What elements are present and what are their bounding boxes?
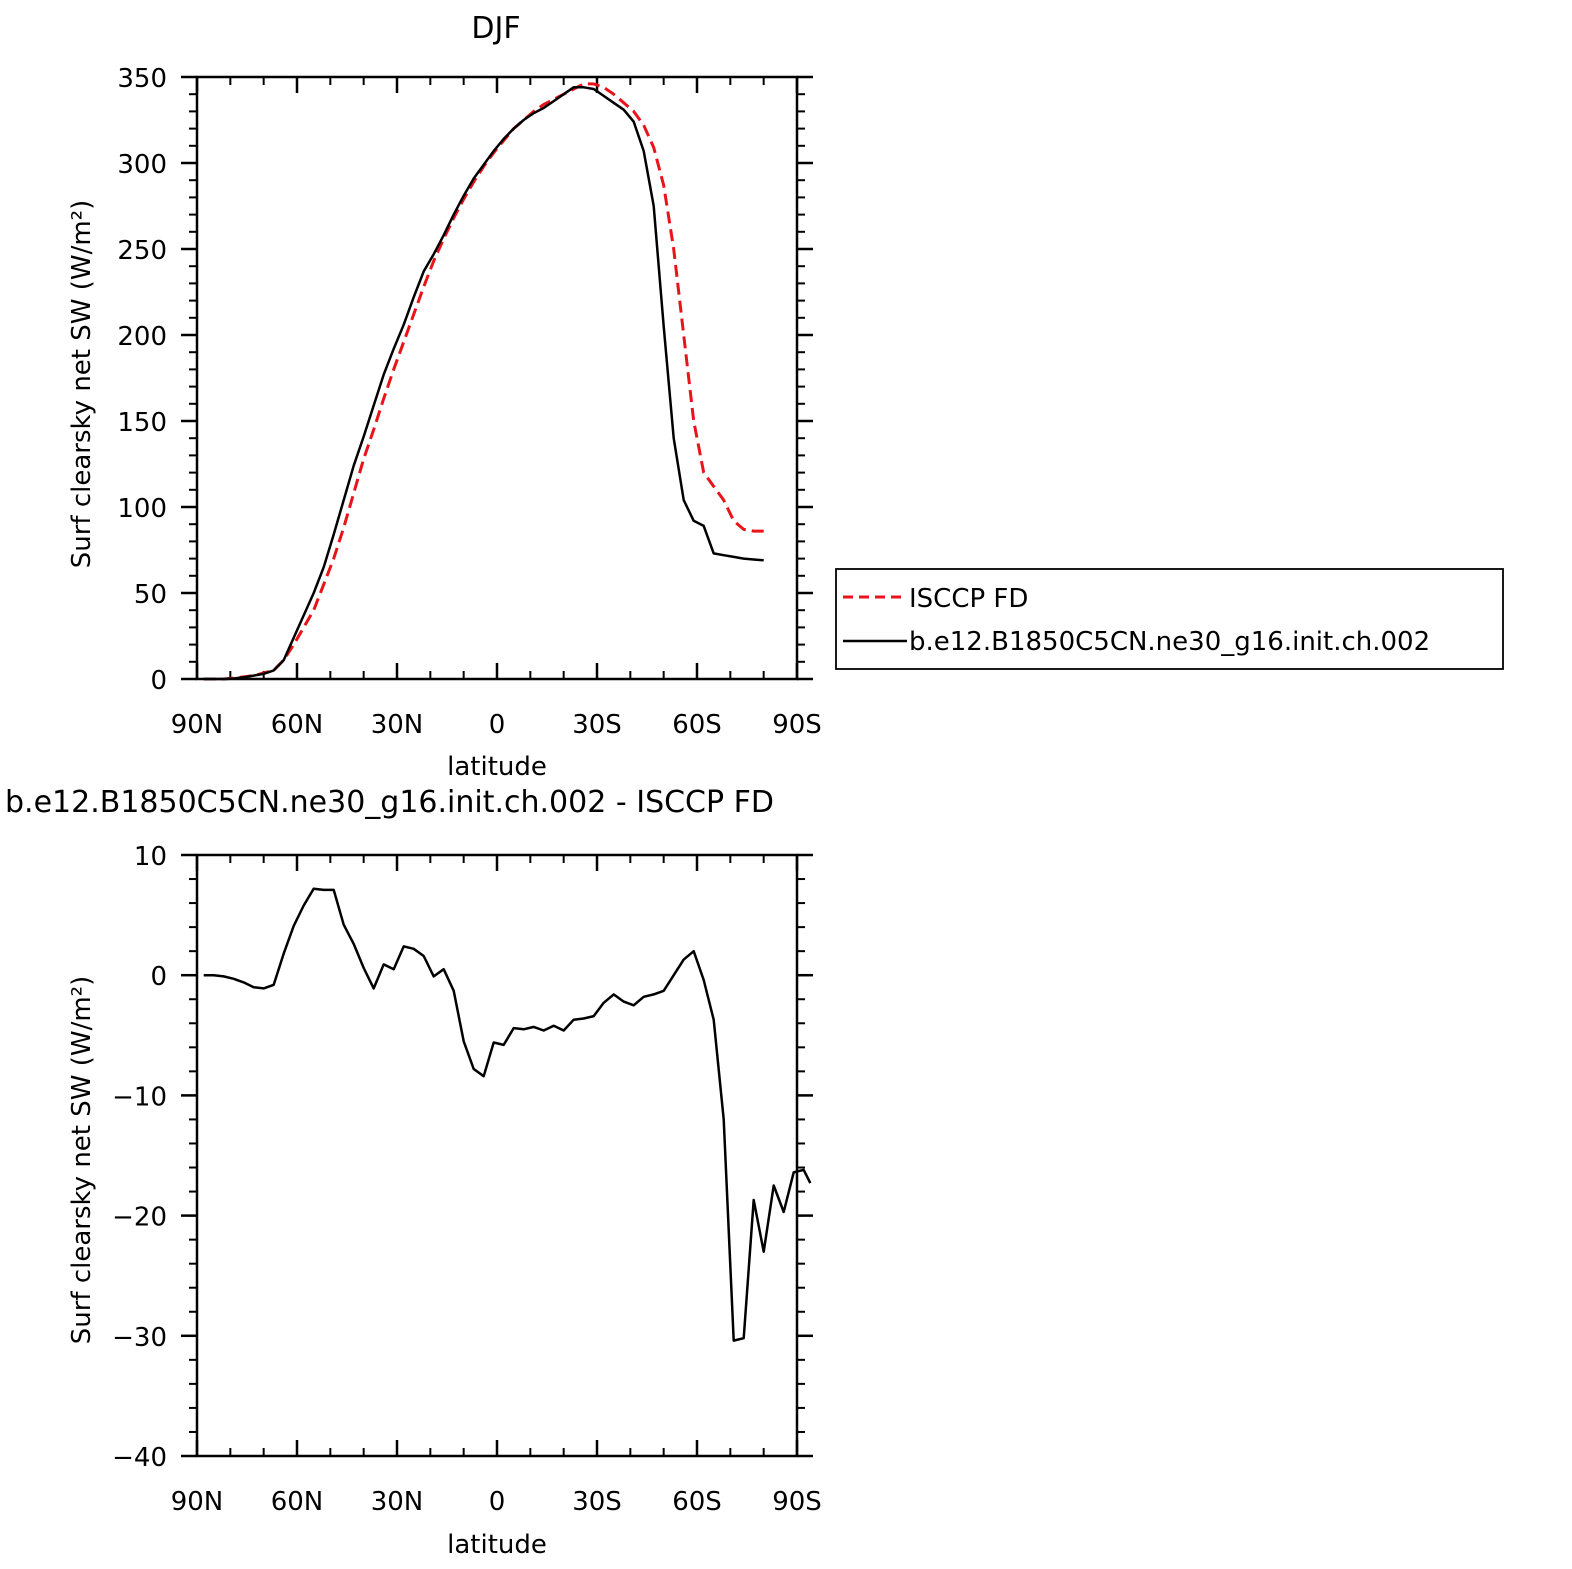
top-x-tick-label: 0	[489, 710, 506, 740]
bottom-x-tick-label: 60N	[271, 1487, 324, 1517]
panel-bottom-difference: b.e12.B1850C5CN.ne30_g16.init.ch.002 - I…	[5, 785, 822, 1560]
top-y-tick-label: 300	[117, 150, 167, 180]
bottom-y-tick-label: 0	[150, 962, 167, 992]
legend-label-model: b.e12.B1850C5CN.ne30_g16.init.ch.002	[909, 627, 1430, 657]
legend-label-isccp: ISCCP FD	[909, 584, 1028, 614]
bottom-minor-ticks	[189, 854, 805, 1457]
bottom-y-tick-label: −10	[112, 1082, 167, 1112]
bottom-x-tick-label: 30S	[572, 1487, 622, 1517]
bottom-plot-frame	[195, 853, 799, 1458]
bottom-series-group	[203, 887, 812, 1342]
top-x-tick-label: 90S	[772, 710, 822, 740]
panel-top-zonal-mean: DJF 90N 60N 30N 0 30S 60S 90S 0 50 100 150 200 250 3…	[67, 11, 1504, 782]
bottom-y-tick-label: −20	[112, 1203, 167, 1233]
top-x-tick-label: 60S	[672, 710, 722, 740]
top-x-tick-label: 60N	[271, 710, 324, 740]
top-plot-frame	[195, 75, 799, 681]
bottom-x-axis-label: latitude	[447, 1530, 547, 1560]
bottom-x-tick-label: 0	[489, 1487, 506, 1517]
top-y-tick-label: 250	[117, 236, 167, 266]
top-y-axis-label: Surf clearsky net SW (W/m²)	[67, 200, 97, 568]
bottom-x-tick-label: 60S	[672, 1487, 722, 1517]
bottom-y-tick-label: −30	[112, 1323, 167, 1353]
top-y-tick-label: 100	[117, 494, 167, 524]
bottom-y-axis-label: Surf clearsky net SW (W/m²)	[67, 976, 97, 1344]
top-y-tick-label: 150	[117, 408, 167, 438]
top-y-tick-label: 200	[117, 322, 167, 352]
top-legend: ISCCP FD b.e12.B1850C5CN.ne30_g16.init.c…	[835, 568, 1504, 670]
top-y-tick-labels: 0 50 100 150 200 250 300 350	[117, 64, 167, 696]
top-x-tick-label: 90N	[171, 710, 224, 740]
bottom-y-tick-labels: 10 0 −10 −20 −30 −40	[112, 842, 167, 1473]
bottom-series-line-0	[203, 887, 812, 1342]
top-y-tick-label: 0	[150, 666, 167, 696]
legend-frame	[835, 568, 1504, 670]
top-x-tick-label: 30N	[371, 710, 424, 740]
top-series-group	[203, 82, 764, 681]
bottom-y-tick-label: 10	[134, 842, 167, 872]
top-y-tick-label: 350	[117, 64, 167, 94]
top-series-line-1	[203, 86, 764, 681]
bottom-x-tick-labels: 90N 60N 30N 0 30S 60S 90S	[171, 1487, 822, 1517]
top-y-tick-label: 50	[134, 580, 167, 610]
top-chart-title: DJF	[471, 11, 520, 46]
bottom-chart-title: b.e12.B1850C5CN.ne30_g16.init.ch.002 - I…	[5, 785, 774, 820]
bottom-x-tick-label: 30N	[371, 1487, 424, 1517]
bottom-x-tick-label: 90N	[171, 1487, 224, 1517]
top-minor-ticks	[189, 76, 805, 680]
bottom-major-ticks	[181, 853, 813, 1458]
top-x-tick-labels: 90N 60N 30N 0 30S 60S 90S	[171, 710, 822, 740]
top-x-axis-label: latitude	[447, 752, 547, 782]
top-major-ticks	[181, 75, 813, 681]
bottom-y-tick-label: −40	[112, 1443, 167, 1473]
top-x-tick-label: 30S	[572, 710, 622, 740]
bottom-x-tick-label: 90S	[772, 1487, 822, 1517]
top-series-line-0	[203, 82, 764, 681]
